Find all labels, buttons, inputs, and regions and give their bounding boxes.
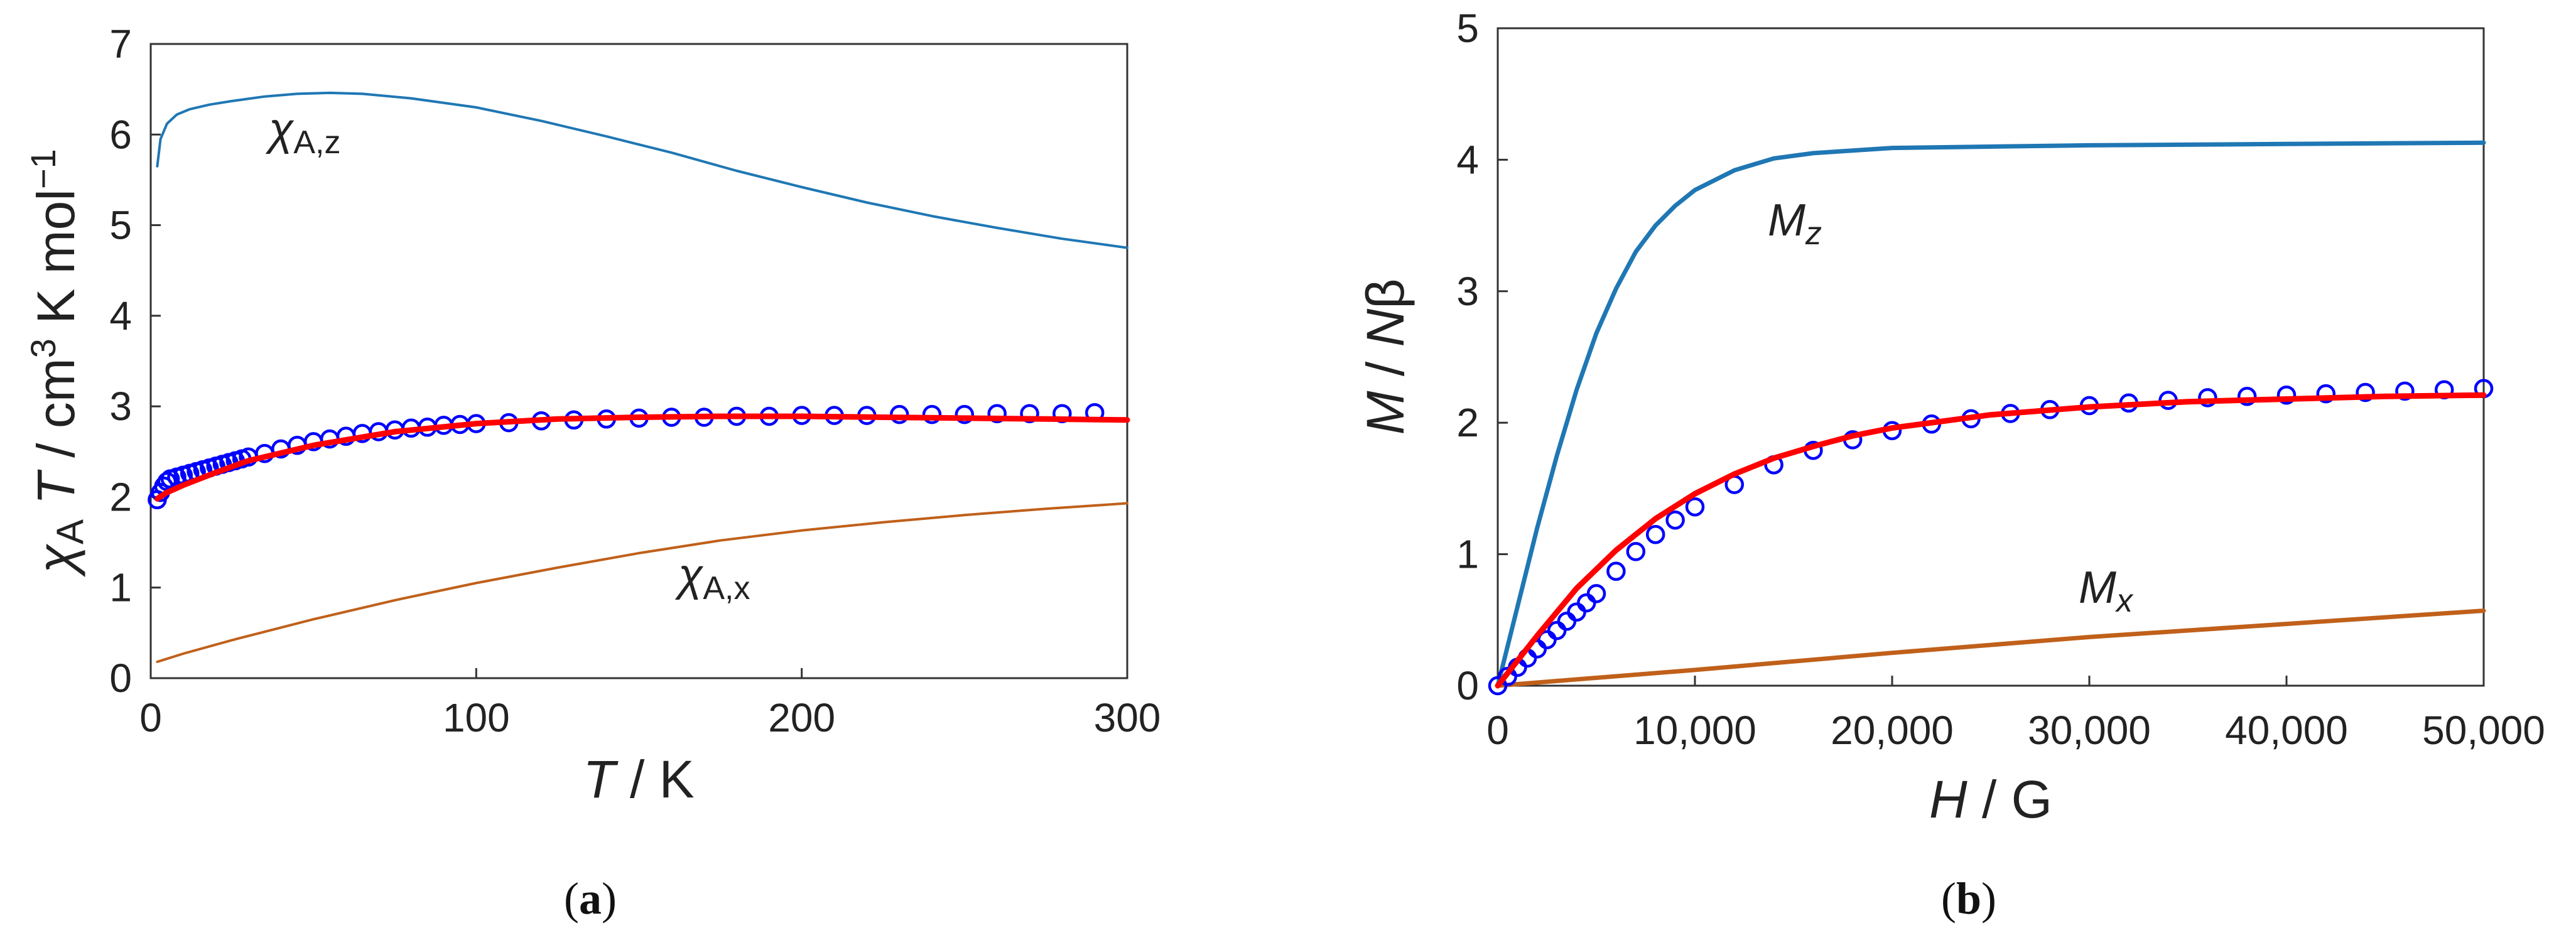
panel-a-y-tick-label: 6 bbox=[109, 112, 132, 157]
panel-a-series--a-z-line bbox=[156, 91, 1128, 249]
panel-a-y-tick-label: 1 bbox=[109, 565, 132, 610]
panel-b-series-fit-line bbox=[1495, 392, 2487, 689]
panel-b-data-point bbox=[2237, 387, 2257, 406]
panel-b-x-tick-label: 50,000 bbox=[2422, 708, 2545, 753]
panel-b-data-point bbox=[1626, 542, 1646, 561]
panel-b-data-point bbox=[2316, 384, 2336, 404]
panel-b-plot-frame bbox=[1496, 27, 2485, 687]
panel-a-plot-frame bbox=[149, 43, 1128, 679]
panel-b-x-tick-label: 30,000 bbox=[2028, 708, 2151, 753]
panel-b-axis-ticks: 0 10,000 20,000 30,000 40,000 50,000 0 1 2 3 4 5 bbox=[1456, 6, 2545, 753]
panel-a-series-fit-line bbox=[154, 413, 1130, 502]
panel-a-x-tick-label: 300 bbox=[1094, 695, 1161, 740]
panel-b-data-point bbox=[1645, 524, 1665, 544]
panel-b-data-point bbox=[2198, 388, 2217, 408]
panel-b-series bbox=[1488, 140, 2494, 696]
panel-b-series-mx-line bbox=[1495, 608, 2486, 688]
panel-b-y-tick-label: 2 bbox=[1456, 400, 1479, 445]
panel-b-data-point bbox=[2356, 382, 2375, 402]
panel-a-axis-ticks: 0 100 200 300 0 1 2 3 4 5 6 7 bbox=[109, 21, 1161, 740]
panel-b-x-tick-label: 40,000 bbox=[2225, 708, 2348, 753]
panel-b-y-tick-label: 1 bbox=[1456, 532, 1479, 577]
panel-b-data-point bbox=[1547, 620, 1567, 640]
panel-a-y-tick-label: 5 bbox=[109, 203, 132, 248]
panel-a-y-tick-label: 0 bbox=[109, 656, 132, 701]
panel-a-curve-label-chi-x: χA,x bbox=[674, 550, 750, 607]
panel-b-y-tick-label: 3 bbox=[1456, 269, 1479, 314]
panel-a-data-point bbox=[889, 404, 909, 424]
panel-a-series bbox=[148, 91, 1130, 663]
panel-a-curve-label-chi-z: χA,z bbox=[265, 104, 340, 161]
panel-b-data-point bbox=[2276, 385, 2297, 405]
panel-b-y-tick-label: 0 bbox=[1456, 663, 1479, 708]
panel-b-data-point bbox=[1606, 561, 1626, 581]
panel-a-x-axis-label: T / K bbox=[583, 750, 694, 809]
panel-a-x-tick-label: 200 bbox=[768, 695, 835, 740]
panel-a-data-point bbox=[1020, 404, 1039, 423]
panel-b-data-point bbox=[1586, 584, 1606, 603]
panel-a-data-point bbox=[955, 404, 975, 424]
panel-b-data-point bbox=[1577, 593, 1596, 613]
panel-b-x-tick-label: 20,000 bbox=[1831, 708, 1954, 753]
panel-b-data-point bbox=[1685, 497, 1705, 517]
panel-b-y-tick-label: 5 bbox=[1456, 6, 1479, 51]
panel-b-caption: (b) bbox=[1941, 873, 1996, 924]
panel-a-x-tick-label: 0 bbox=[139, 695, 162, 740]
panel-b-data-point bbox=[1557, 612, 1577, 631]
panel-a-data-point bbox=[987, 404, 1007, 423]
panel-b-y-axis-label: M / Nβ bbox=[1356, 279, 1415, 435]
panel-a-caption: (a) bbox=[564, 873, 617, 924]
panel-a-y-axis-label: χA T / cm3 K mol−1 bbox=[23, 149, 91, 578]
panel-b-x-tick-label: 10,000 bbox=[1633, 708, 1756, 753]
panel-b-y-tick-label: 4 bbox=[1456, 137, 1479, 182]
panel-b-x-tick-label: 0 bbox=[1486, 708, 1509, 753]
panel-b-x-axis-label: H / G bbox=[1929, 770, 2052, 829]
panel-a-x-tick-label: 100 bbox=[443, 695, 510, 740]
panel-a-data-point bbox=[922, 404, 942, 424]
panel-b-curve-label-mz: Mz bbox=[1768, 195, 1822, 252]
panel-a-y-tick-label: 7 bbox=[109, 21, 132, 67]
panel-b-data-point bbox=[1567, 602, 1586, 622]
panel-b-chart: 0 10,000 20,000 30,000 40,000 50,000 0 1 2 3 4 5 M … bbox=[1356, 6, 2545, 924]
panel-b-data-point bbox=[1665, 510, 1685, 530]
panel-a-series--a-x-line bbox=[156, 502, 1128, 663]
panel-a-y-tick-label: 3 bbox=[109, 384, 132, 429]
panel-a-chart: 0 100 200 300 0 1 2 3 4 5 6 7 χA T / cm3 K mol−1 T … bbox=[23, 21, 1161, 924]
panel-b-data-point bbox=[2395, 381, 2415, 401]
panel-a-y-tick-label: 4 bbox=[109, 293, 132, 338]
panel-b-curve-label-mx: Mx bbox=[2079, 563, 2134, 619]
panel-b-series-mz-line bbox=[1495, 140, 2486, 688]
panel-a-y-tick-label: 2 bbox=[109, 474, 132, 519]
